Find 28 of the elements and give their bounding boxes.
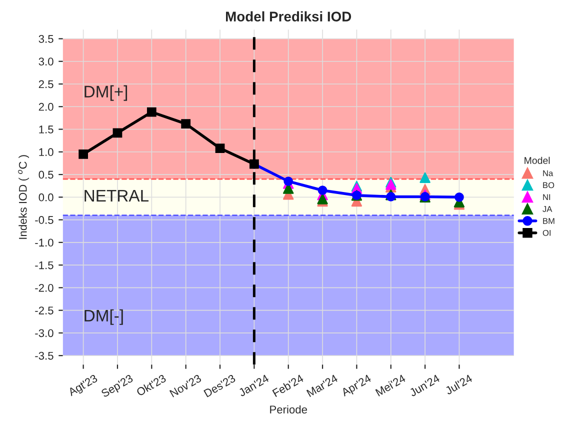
y-tick-label: 0.0 (38, 193, 54, 202)
y-tick-label: -1.0 (35, 238, 54, 247)
y-tick-label: -1.5 (35, 261, 54, 270)
y-tick-label: -2.5 (35, 306, 54, 314)
y-tick-label: -2.0 (35, 284, 54, 292)
y-tick-label: 3.5 (38, 35, 54, 43)
chart-title: Model Prediksi IOD (226, 11, 352, 22)
legend-label: NI (543, 194, 550, 200)
band-label: DM[+] (84, 85, 128, 101)
legend-label: OI (542, 230, 551, 236)
legend-label: JA (542, 206, 552, 212)
y-tick-label: -3.5 (35, 352, 54, 360)
legend-label: Na (543, 170, 554, 176)
y-tick-label: 1.0 (39, 148, 54, 156)
x-axis-title: Periode (270, 405, 308, 414)
y-tick-label: -0.5 (35, 216, 54, 224)
band-label: DM[-] (84, 309, 123, 325)
y-tick-label: 1.5 (39, 126, 54, 134)
y-tick-label: 0.5 (38, 170, 54, 179)
y-tick-label: 3.0 (38, 58, 54, 66)
y-tick-label: -3.0 (35, 329, 54, 338)
y-tick-label: 2.0 (38, 102, 54, 111)
legend-title: Model (524, 156, 550, 164)
legend-label: BM (543, 218, 554, 224)
band-label: NETRAL (84, 190, 149, 202)
legend-label: BO (543, 182, 554, 188)
y-axis-title: Indeks IOD ( $^{o}$C ) (18, 155, 29, 239)
y-tick-label: 2.5 (38, 80, 54, 88)
